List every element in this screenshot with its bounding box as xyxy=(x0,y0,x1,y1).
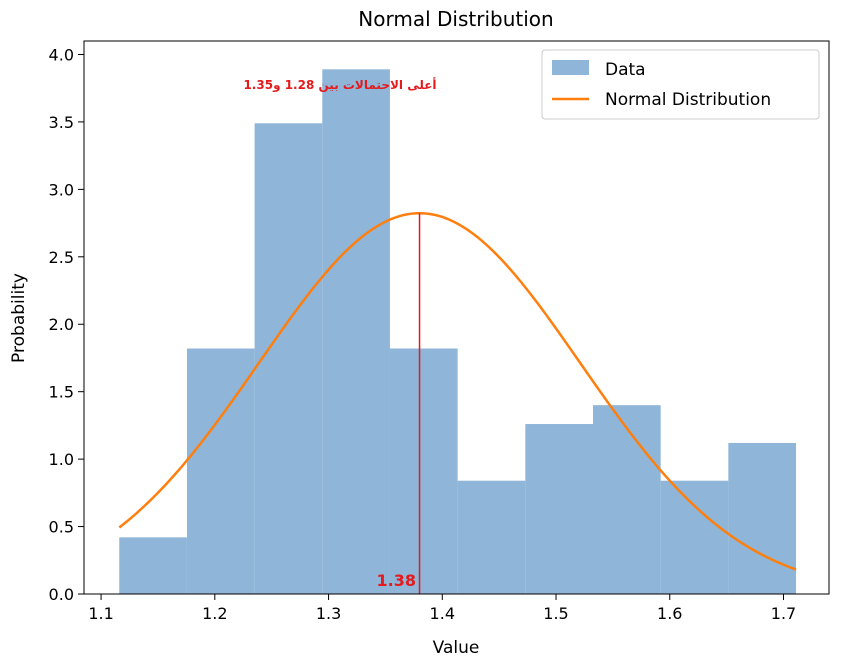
legend-box xyxy=(541,49,820,120)
x-tick-label: 1.2 xyxy=(202,604,227,623)
y-tick-label: 3.0 xyxy=(49,180,74,199)
histogram-bar xyxy=(728,442,797,594)
histogram-bar xyxy=(254,123,323,595)
x-ticks: 1.1 1.2 1.3 1.4 1.5 1.6 1.7 xyxy=(88,594,796,623)
legend: Data Normal Distribution xyxy=(541,49,820,120)
histogram-bar xyxy=(457,480,526,594)
y-tick-label: 1.5 xyxy=(49,383,74,402)
x-tick-label: 1.6 xyxy=(657,604,682,623)
y-ticks: 0.0 0.5 1.0 1.5 2.0 2.5 3.0 3.5 4.0 xyxy=(49,45,84,604)
x-tick-label: 1.5 xyxy=(543,604,568,623)
y-tick-label: 0.0 xyxy=(49,585,74,604)
y-tick-label: 0.5 xyxy=(49,518,74,537)
normal-curve xyxy=(118,211,797,571)
legend-swatch-data xyxy=(552,60,589,75)
y-tick-label: 3.5 xyxy=(49,113,74,132)
histogram-bars xyxy=(119,69,797,595)
histogram-bar xyxy=(525,424,593,594)
x-tick-label: 1.1 xyxy=(88,604,113,623)
histogram-bar xyxy=(389,348,458,594)
legend-label-normal: Normal Distribution xyxy=(605,90,771,110)
histogram-bar xyxy=(186,348,255,594)
y-tick-label: 1.0 xyxy=(49,450,74,469)
y-tick-label: 4.0 xyxy=(49,45,74,64)
chart-title: Normal Distribution xyxy=(358,7,553,31)
mean-label: 1.38 xyxy=(377,571,416,590)
histogram-bar xyxy=(660,480,729,594)
legend-label-data: Data xyxy=(605,60,646,80)
annotation-text: أعلى الاحتمالات بين 1.28 و1.35 xyxy=(243,77,436,93)
y-axis-label: Probability xyxy=(9,273,29,363)
histogram-bar xyxy=(592,405,661,594)
histogram-bar xyxy=(119,537,187,594)
histogram-bar xyxy=(322,69,390,594)
x-tick-label: 1.7 xyxy=(771,604,796,623)
y-tick-label: 2.0 xyxy=(49,315,74,334)
plot-frame xyxy=(83,40,830,595)
x-tick-label: 1.3 xyxy=(316,604,341,623)
normal-curve-group xyxy=(118,211,797,571)
y-tick-label: 2.5 xyxy=(49,248,74,267)
x-axis-label: Value xyxy=(433,638,480,658)
x-tick-label: 1.4 xyxy=(430,604,455,623)
